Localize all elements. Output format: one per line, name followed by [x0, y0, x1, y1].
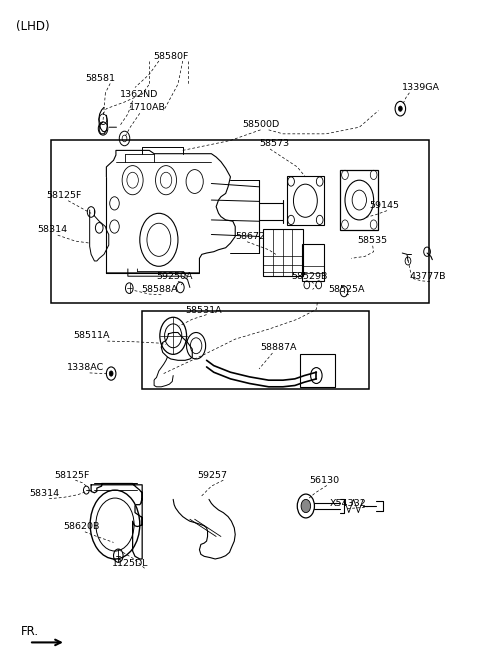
Text: 58529B: 58529B — [291, 272, 328, 281]
Text: 58573: 58573 — [259, 140, 289, 148]
Text: 58588A: 58588A — [141, 285, 178, 294]
Circle shape — [109, 371, 113, 376]
Text: 58511A: 58511A — [73, 331, 109, 340]
Text: FR.: FR. — [21, 626, 38, 638]
Text: 58531A: 58531A — [185, 306, 222, 315]
Text: 58525A: 58525A — [328, 285, 365, 294]
Text: (LHD): (LHD) — [16, 20, 49, 33]
Text: 58672: 58672 — [235, 232, 265, 241]
Bar — [287, 176, 324, 225]
Text: X54332: X54332 — [330, 499, 366, 508]
Bar — [302, 245, 324, 281]
Text: 1362ND: 1362ND — [120, 90, 158, 99]
Text: 59257: 59257 — [197, 471, 228, 479]
Text: 58314: 58314 — [37, 225, 67, 235]
Circle shape — [398, 106, 402, 111]
Bar — [142, 311, 369, 389]
Text: 56130: 56130 — [309, 476, 339, 485]
Text: 58535: 58535 — [357, 236, 387, 245]
Text: 58580F: 58580F — [153, 52, 189, 61]
Text: 58125F: 58125F — [47, 191, 82, 200]
Text: 1339GA: 1339GA — [402, 83, 440, 92]
Bar — [51, 140, 429, 303]
Text: 58500D: 58500D — [242, 120, 279, 129]
Text: 1338AC: 1338AC — [67, 363, 105, 372]
Text: 1125DL: 1125DL — [112, 559, 148, 568]
Text: 59145: 59145 — [369, 201, 399, 210]
Text: 59250A: 59250A — [156, 272, 193, 281]
Bar — [263, 229, 303, 276]
Text: 43777B: 43777B — [409, 272, 446, 281]
Text: 1710AB: 1710AB — [129, 103, 166, 112]
Bar — [340, 170, 378, 230]
Text: 58620B: 58620B — [63, 522, 100, 531]
Circle shape — [301, 499, 311, 513]
Bar — [300, 354, 336, 387]
Text: 58314: 58314 — [29, 489, 59, 498]
Text: 58887A: 58887A — [260, 343, 297, 352]
Text: 58125F: 58125F — [54, 471, 89, 479]
Text: 58581: 58581 — [85, 74, 115, 83]
